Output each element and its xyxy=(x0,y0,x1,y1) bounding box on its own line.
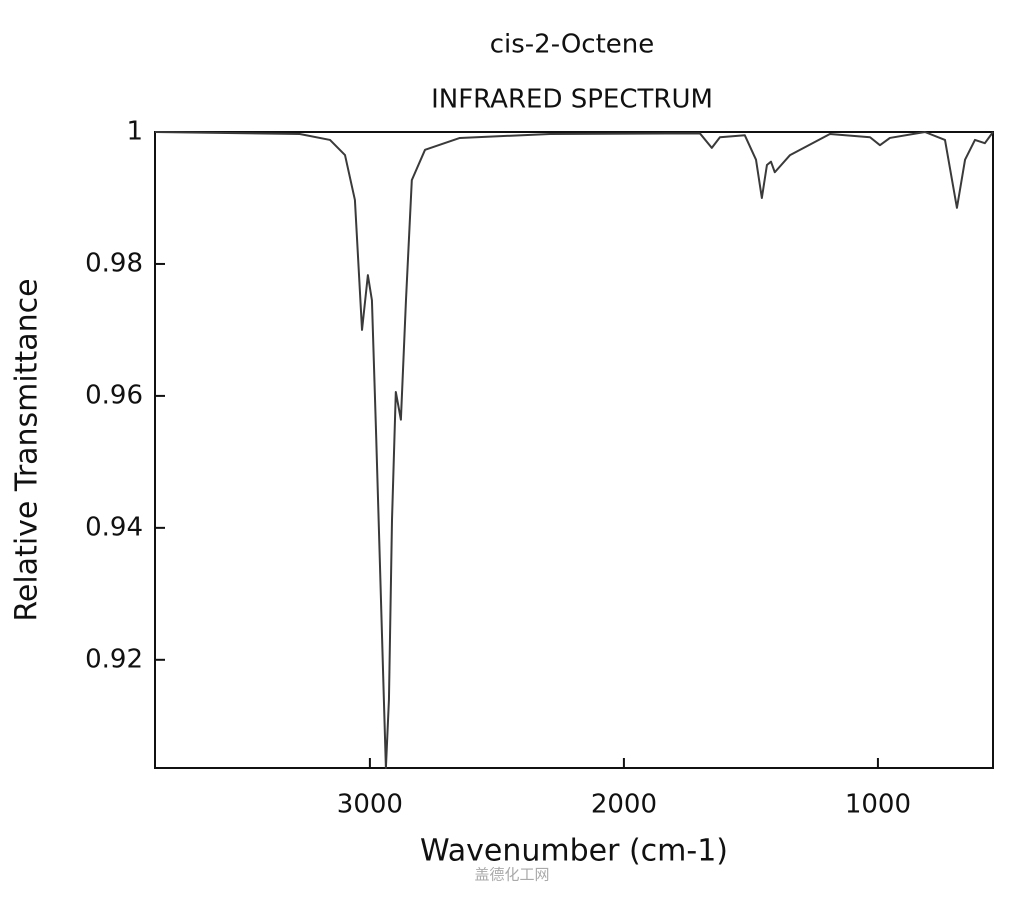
chart-subtitle: INFRARED SPECTRUM xyxy=(431,85,713,115)
y-tick-label: 0.98 xyxy=(85,248,143,278)
x-tick-label: 3000 xyxy=(337,790,403,820)
chart-title: cis-2-Octene xyxy=(490,30,655,60)
y-tick-label: 0.96 xyxy=(85,380,143,410)
y-tick-label: 0.94 xyxy=(85,512,143,542)
y-tick-label: 0.92 xyxy=(85,644,143,674)
spectrum-line xyxy=(154,131,994,769)
plot-frame xyxy=(154,131,994,769)
x-tick-label: 2000 xyxy=(591,790,657,820)
x-axis-label: Wavenumber (cm-1) xyxy=(420,834,728,869)
y-axis-label: Relative Transmittance xyxy=(10,278,45,621)
watermark: 盖德化工网 xyxy=(474,866,549,884)
x-tick-label: 1000 xyxy=(845,790,911,820)
y-tick-label: 1 xyxy=(126,117,143,147)
